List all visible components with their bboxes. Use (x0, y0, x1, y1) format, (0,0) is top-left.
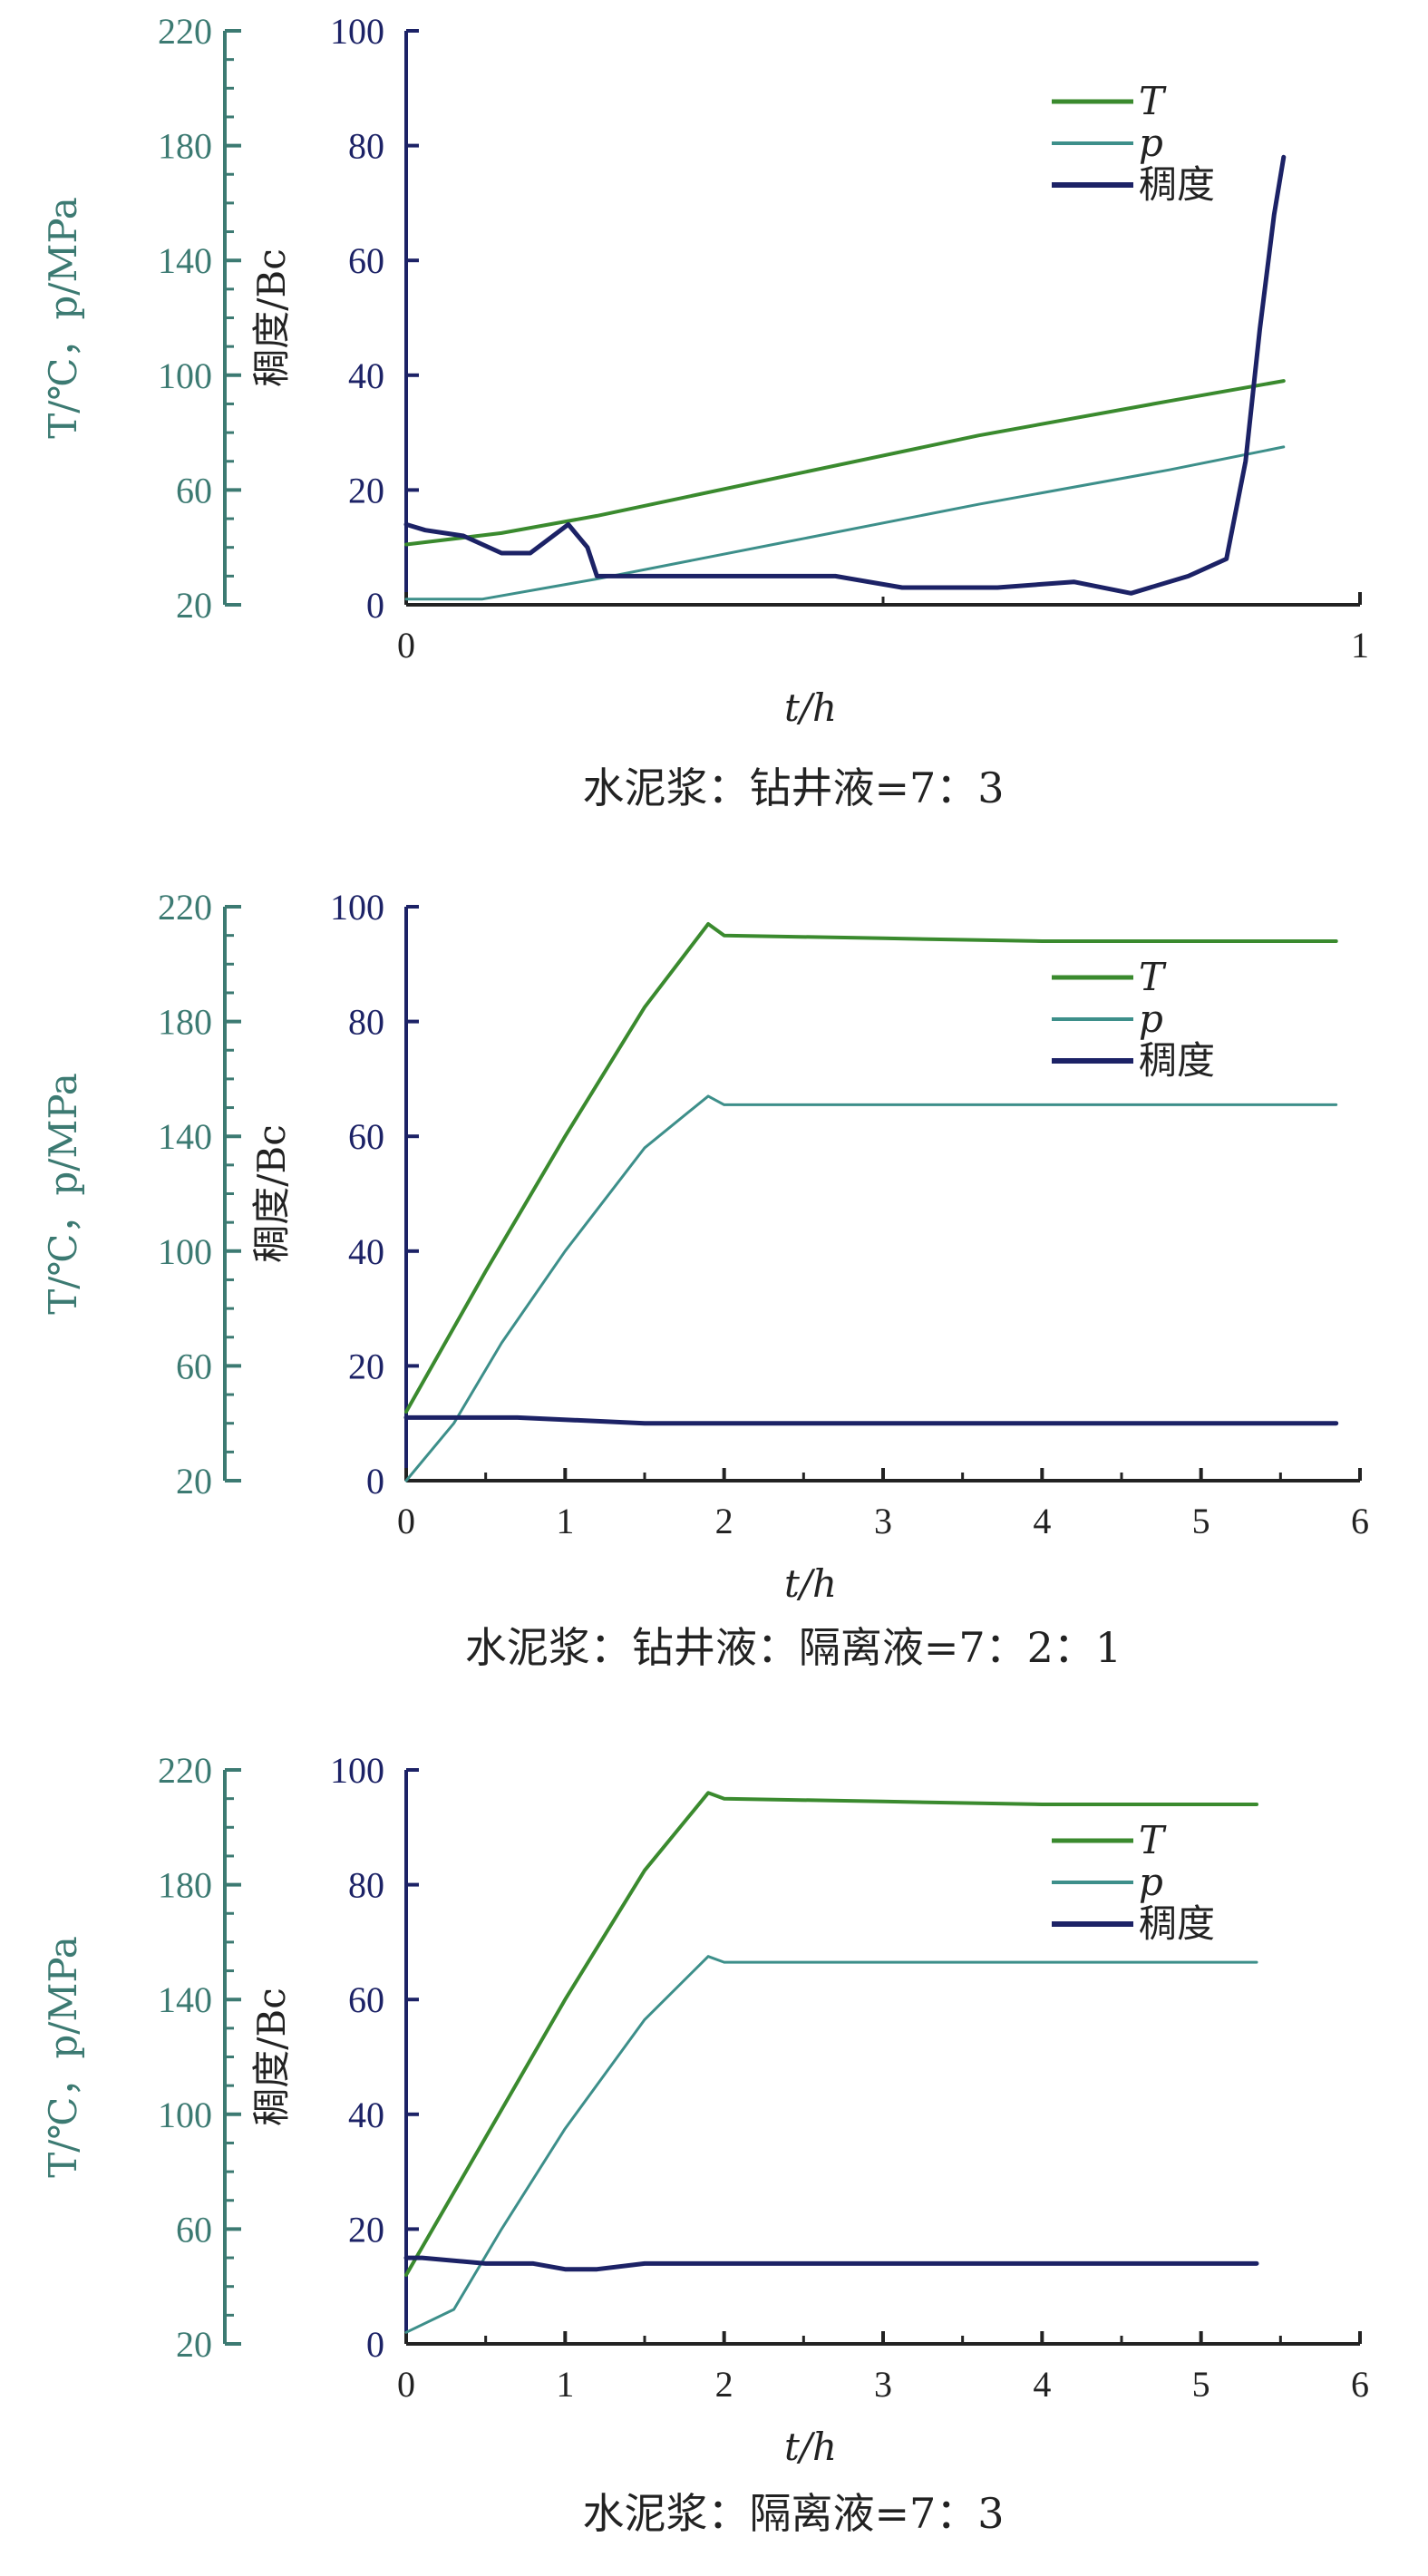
left-axis-tick-label: 140 (158, 1979, 212, 2020)
x-axis-tick-label: 2 (715, 1501, 733, 1541)
left-axis-tick-label: 140 (158, 1116, 212, 1157)
left-axis-tick-label: 180 (158, 1002, 212, 1043)
legend-label-T: T (1139, 955, 1167, 999)
legend-label-p: p (1139, 121, 1163, 165)
consistency-axis-tick-label: 60 (348, 1116, 384, 1157)
chart-panel-3: 2060100140180220T/℃，p/MPa020406080100稠度/… (41, 1750, 1369, 2538)
x-axis-tick-label: 1 (556, 2364, 574, 2405)
panel-caption: 水泥浆：隔离液=7：3 (582, 2489, 1004, 2538)
consistency-axis-tick-label: 80 (348, 126, 384, 167)
consistency-axis-title: 稠度/Bc (249, 1988, 294, 2126)
series-line-consistency (403, 1414, 1339, 1426)
series-line-p (404, 1094, 1338, 1482)
legend-label-consistency: 稠度 (1139, 162, 1215, 207)
consistency-axis-tick-label: 40 (348, 1231, 384, 1272)
consistency-axis-tick-label: 40 (348, 355, 384, 396)
x-axis-tick-label: 1 (1351, 625, 1369, 666)
consistency-axis-tick-label: 60 (348, 240, 384, 281)
left-axis-tick-label: 100 (158, 1231, 212, 1272)
consistency-axis-tick-label: 20 (348, 470, 384, 510)
series-line-p (404, 445, 1286, 601)
series-line-T (404, 1791, 1258, 2277)
left-axis-tick-label: 20 (176, 1461, 212, 1502)
left-axis-title: T/℃，p/MPa (41, 1073, 85, 1315)
consistency-axis-tick-label: 100 (330, 1750, 384, 1791)
x-axis-tick-label: 6 (1351, 2364, 1369, 2405)
x-axis-tick-label: 0 (397, 1501, 415, 1541)
legend-label-p: p (1139, 996, 1163, 1041)
x-axis-tick-label: 2 (715, 2364, 733, 2405)
chart-panel-1: 20 60 100 140 180 220 T/℃，p/MPa 0 20 40 60 80 100 稠度/… (41, 11, 1369, 812)
left-axis-title: T/℃，p/MPa (41, 1936, 85, 2178)
x-axis-tick-label: 4 (1033, 1501, 1051, 1541)
legend-label-T: T (1139, 1818, 1167, 1862)
series-line-T (404, 922, 1338, 1414)
chart-panel-2: 2060100140180220T/℃，p/MPa020406080100稠度/… (41, 887, 1369, 1672)
consistency-axis-tick-label: 100 (330, 11, 384, 52)
consistency-axis-tick-label: 20 (348, 1346, 384, 1386)
consistency-axis-tick-label: 40 (348, 2095, 384, 2135)
consistency-axis-tick-label: 20 (348, 2209, 384, 2250)
left-axis-title: T/℃，p/MPa (41, 197, 85, 439)
left-axis-tick-label: 100 (158, 2095, 212, 2135)
consistency-axis-tick-label: 0 (366, 2324, 384, 2365)
x-axis-tick-label: 3 (874, 2364, 892, 2405)
x-axis-title: t/h (784, 685, 837, 730)
left-axis-tick-label: 60 (176, 2209, 212, 2250)
x-axis-tick-label: 3 (874, 1501, 892, 1541)
consistency-axis-tick-label: 0 (366, 1461, 384, 1502)
x-axis-tick-label: 0 (397, 2364, 415, 2405)
series-line-consistency (403, 2255, 1259, 2272)
series-line-T (404, 379, 1286, 547)
series-line-consistency (403, 154, 1287, 596)
left-axis-tick-label: 220 (158, 1750, 212, 1791)
left-axis-tick-label: 100 (158, 355, 212, 396)
x-axis-tick-label: 1 (556, 1501, 574, 1541)
left-axis-tick-label: 180 (158, 126, 212, 167)
consistency-axis-title: 稠度/Bc (249, 1124, 294, 1263)
x-axis-tick-label: 5 (1192, 2364, 1210, 2405)
panel-caption: 水泥浆：钻井液=7：3 (582, 763, 1004, 812)
consistency-axis-tick-label: 100 (330, 887, 384, 928)
consistency-axis-tick-label: 0 (366, 585, 384, 626)
x-axis-tick-label: 5 (1192, 1501, 1210, 1541)
consistency-axis-title: 稠度/Bc (249, 248, 294, 387)
left-axis-tick-label: 60 (176, 1346, 212, 1386)
legend-label-consistency: 稠度 (1139, 1901, 1215, 1946)
legend-label-consistency: 稠度 (1139, 1038, 1215, 1083)
left-axis-tick-label: 60 (176, 470, 212, 510)
consistency-axis-tick-label: 80 (348, 1865, 384, 1906)
series-line-p (404, 1955, 1258, 2334)
panel-caption: 水泥浆：钻井液：隔离液=7：2：1 (465, 1623, 1122, 1672)
left-axis-tick-label: 140 (158, 240, 212, 281)
left-axis-tick-label: 20 (176, 585, 212, 626)
x-axis-title: t/h (784, 2425, 837, 2469)
left-axis-tick-label: 220 (158, 887, 212, 928)
legend-label-p: p (1139, 1860, 1163, 1904)
legend-label-T: T (1139, 79, 1167, 123)
x-axis-title: t/h (784, 1561, 837, 1606)
left-axis-tick-label: 220 (158, 11, 212, 52)
left-axis-tick-label: 180 (158, 1865, 212, 1906)
x-axis-tick-label: 0 (397, 625, 415, 666)
consistency-axis-tick-label: 80 (348, 1002, 384, 1043)
left-axis-tick-label: 20 (176, 2324, 212, 2365)
consistency-axis-tick-label: 60 (348, 1979, 384, 2020)
x-axis-tick-label: 4 (1033, 2364, 1051, 2405)
x-axis-tick-label: 6 (1351, 1501, 1369, 1541)
